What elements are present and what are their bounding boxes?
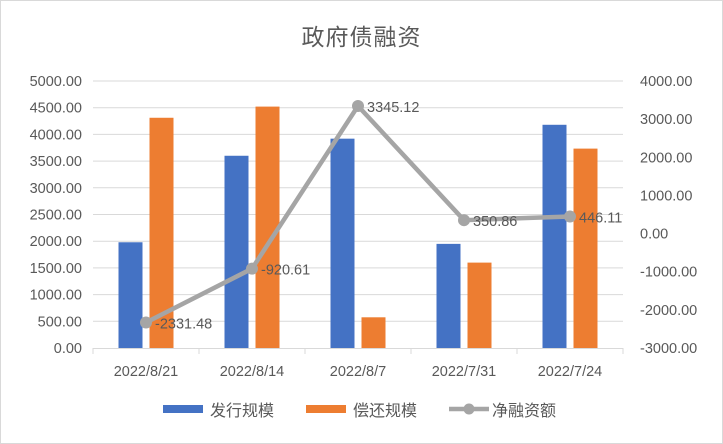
- net-marker: [246, 262, 258, 275]
- right-axis-tick: -1000.00: [640, 265, 697, 281]
- bar-issue: [118, 242, 143, 348]
- left-axis-tick: 4000.00: [30, 127, 82, 143]
- chart-title: 政府债融资: [301, 25, 422, 51]
- bar-issue: [330, 138, 355, 348]
- right-axis-tick: -2000.00: [640, 303, 697, 319]
- left-axis-tick: 1500.00: [30, 261, 82, 277]
- legend-label: 净融资额: [492, 402, 556, 420]
- bar-issue: [542, 124, 567, 349]
- bar-issue: [436, 243, 461, 348]
- bar-repay: [573, 148, 598, 348]
- bar-repay: [255, 106, 280, 348]
- net-data-label: -2331.48: [155, 317, 212, 333]
- right-axis-tick: 1000.00: [640, 188, 692, 204]
- legend-swatch: [163, 405, 203, 413]
- net-data-label: 446.11: [579, 211, 622, 227]
- net-data-label: -920.61: [261, 263, 310, 279]
- net-marker: [564, 210, 576, 223]
- legend-label: 偿还规模: [353, 402, 417, 420]
- legend-marker: [463, 403, 475, 415]
- bar-issue: [224, 155, 249, 348]
- net-marker: [458, 214, 470, 227]
- bar-repay: [467, 262, 492, 348]
- left-axis-tick: 3000.00: [30, 181, 82, 197]
- x-axis-label: 2022/8/14: [220, 364, 285, 380]
- left-axis-tick: 1000.00: [30, 288, 82, 304]
- legend-label: 发行规模: [210, 402, 274, 420]
- left-axis-tick: 2500.00: [30, 208, 82, 224]
- left-axis-tick: 0.00: [54, 341, 82, 357]
- left-axis-tick: 3500.00: [30, 154, 82, 170]
- x-axis-label: 2022/8/7: [330, 364, 386, 380]
- left-axis-tick: 2000.00: [30, 234, 82, 250]
- left-axis-tick: 4500.00: [30, 101, 82, 117]
- net-data-label: 3345.12: [367, 100, 419, 116]
- x-axis-label: 2022/7/24: [538, 364, 603, 380]
- legend-swatch: [306, 405, 346, 413]
- x-axis-label: 2022/8/21: [114, 364, 179, 380]
- bar-repay: [361, 317, 386, 348]
- left-axis-tick: 5000.00: [30, 74, 82, 90]
- net-marker: [140, 316, 152, 329]
- right-axis-tick: 3000.00: [640, 112, 692, 128]
- right-axis-tick: 4000.00: [640, 74, 692, 90]
- left-axis-tick: 500.00: [38, 314, 82, 330]
- net-data-label: 350.86: [473, 214, 517, 230]
- right-axis-tick: -3000.00: [640, 341, 697, 357]
- net-marker: [352, 99, 364, 112]
- right-axis-tick: 2000.00: [640, 150, 692, 166]
- x-axis-label: 2022/7/31: [432, 364, 497, 380]
- right-axis-tick: 0.00: [640, 227, 668, 243]
